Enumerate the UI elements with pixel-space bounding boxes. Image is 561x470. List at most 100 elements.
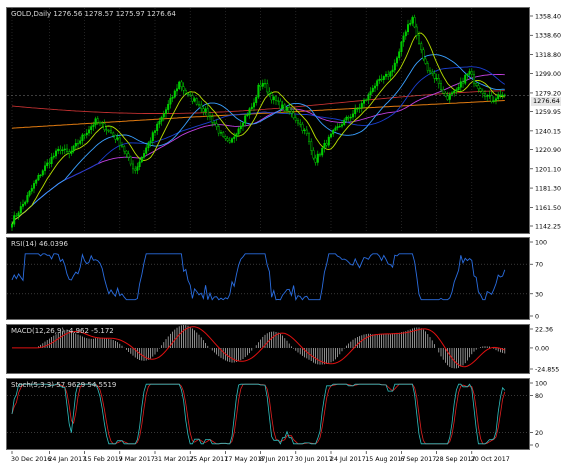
candle	[52, 152, 55, 160]
macd-label: MACD(12,26,9) -4.962 -5.172	[11, 327, 114, 335]
candle	[131, 160, 134, 174]
candle	[92, 121, 95, 131]
candle	[435, 73, 438, 82]
candle-body	[492, 100, 495, 102]
candle-body	[396, 57, 399, 64]
price-scale: 1358.40 1338.60 1318.80 1299.00 1279.20 1259.…	[530, 14, 561, 450]
candle	[50, 153, 53, 168]
candle-body	[208, 115, 211, 118]
candle	[175, 84, 178, 96]
date-tick-label: 25 Apr 2017	[189, 456, 228, 463]
candle-body	[15, 215, 18, 217]
current-price-tag: 1276.64	[531, 97, 561, 106]
candle-body	[68, 151, 71, 154]
candle-body	[268, 91, 271, 94]
rsi-pane[interactable]: RSI(14) 46.0396	[6, 237, 530, 320]
stoch-tick-label: 20	[535, 430, 543, 437]
stoch-pane[interactable]: Stoch(5,3,3) 57.9629 54.5519	[6, 378, 530, 450]
candle-body	[230, 138, 233, 143]
candle-body	[281, 104, 284, 109]
candle-body	[85, 132, 88, 136]
candle-body	[319, 153, 322, 156]
candle-body	[109, 130, 112, 134]
date-tick-label: 30 Dec 2016	[11, 456, 51, 463]
candle	[217, 123, 220, 137]
candle-body	[473, 74, 476, 84]
candle-body	[26, 195, 29, 203]
candle	[145, 144, 148, 156]
candle	[94, 116, 97, 129]
candle	[453, 89, 456, 97]
moving-averages	[11, 32, 506, 225]
candle-body	[87, 129, 90, 134]
ma-lightblue-line	[11, 54, 505, 225]
candle-body	[255, 96, 258, 103]
candle-body	[327, 136, 330, 146]
candle-body	[294, 117, 297, 121]
candle	[332, 128, 335, 137]
macd-pane[interactable]: MACD(12,26,9) -4.962 -5.172	[6, 324, 530, 374]
candle	[48, 158, 51, 169]
price-tick-label: 1220.90	[535, 147, 561, 154]
candle	[387, 70, 390, 81]
candle	[213, 120, 216, 125]
candle-body	[468, 71, 471, 75]
candle-body	[409, 22, 412, 25]
candle-body	[420, 43, 423, 51]
candle-body	[116, 137, 119, 140]
stoch-label: Stoch(5,3,3) 57.9629 54.5519	[11, 381, 117, 389]
candle-body	[433, 73, 436, 79]
candle-body	[145, 147, 148, 154]
candle-body	[202, 108, 205, 112]
candle	[393, 59, 396, 74]
candle	[61, 146, 64, 155]
candle-body	[142, 153, 145, 158]
candle-body	[303, 129, 306, 131]
candle-body	[424, 58, 427, 64]
candle-body	[153, 130, 156, 133]
candle	[334, 125, 337, 132]
candle	[244, 114, 247, 127]
candle	[411, 15, 414, 26]
candle-body	[385, 73, 388, 77]
candle	[292, 108, 295, 120]
price-chart	[7, 8, 529, 233]
candle	[369, 87, 372, 99]
candle	[422, 47, 425, 62]
candle	[204, 106, 207, 115]
candle-body	[451, 92, 454, 95]
candle	[448, 92, 451, 104]
candle-body	[479, 88, 482, 92]
candle-body	[30, 188, 33, 192]
candle-body	[334, 127, 337, 131]
date-tick-label: 28 Sep 2017	[436, 456, 476, 463]
candle	[385, 71, 388, 80]
candle-body	[197, 104, 200, 106]
macd-signal-line	[12, 326, 505, 368]
candle	[459, 77, 462, 92]
candle	[66, 144, 69, 155]
candle-body	[215, 123, 218, 127]
candle-body	[488, 95, 491, 97]
candle-body	[343, 119, 346, 125]
candle	[15, 212, 18, 218]
candle	[68, 148, 71, 159]
candle	[114, 134, 117, 144]
price-pane[interactable]: GOLD,Daily 1276.56 1278.57 1275.97 1276.…	[6, 7, 530, 234]
candle	[371, 85, 374, 94]
candle	[164, 107, 167, 119]
candle-body	[413, 17, 416, 28]
candle-body	[352, 113, 355, 118]
candle	[462, 77, 465, 88]
candle	[70, 146, 73, 156]
candle-body	[118, 137, 121, 146]
candle-body	[277, 100, 280, 102]
candle	[26, 192, 29, 204]
candle	[400, 40, 403, 57]
candle	[215, 119, 218, 131]
candle-body	[426, 63, 429, 71]
candle	[398, 48, 401, 61]
candle	[266, 79, 269, 96]
candle	[173, 89, 176, 99]
candle-body	[312, 150, 315, 159]
